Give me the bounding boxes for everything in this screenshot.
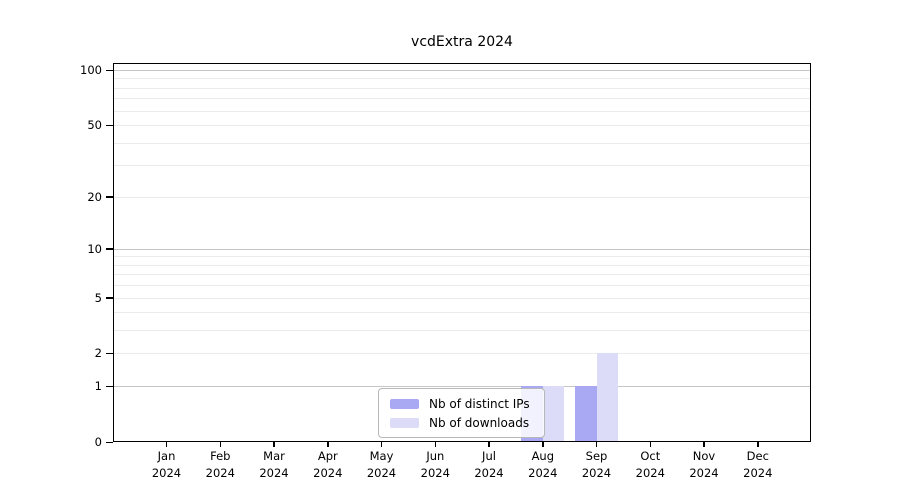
y-tick-label: 20 xyxy=(87,189,102,204)
x-tick-label-oct: Oct 2024 xyxy=(635,449,665,480)
y-tick-mark xyxy=(106,441,113,443)
y-tick-mark xyxy=(106,297,113,299)
x-tick-label-dec: Dec 2024 xyxy=(743,449,773,480)
x-tick-mark xyxy=(542,442,544,447)
gridline-minor xyxy=(113,264,811,266)
x-tick-label-aug: Aug 2024 xyxy=(528,449,558,480)
y-tick-mark xyxy=(106,385,113,388)
gridline-minor xyxy=(113,110,811,112)
x-tick-mark xyxy=(595,442,598,447)
gridline-minor xyxy=(113,196,811,198)
legend-item-distinct-ips: Nb of distinct IPs xyxy=(387,397,536,411)
y-tick-mark xyxy=(106,248,113,250)
x-tick-mark xyxy=(434,442,436,447)
y-tick-label: 0 xyxy=(94,435,102,449)
plot-area: Nb of distinct IPs Nb of downloads xyxy=(113,63,811,442)
gridline-minor xyxy=(113,165,811,167)
x-tick-mark xyxy=(703,442,705,447)
y-tick-mark xyxy=(106,196,113,198)
x-tick-label-jul: Jul 2024 xyxy=(474,449,504,480)
gridline-minor xyxy=(113,274,811,276)
x-tick-mark xyxy=(165,442,168,447)
chart-title: vcdExtra 2024 xyxy=(411,34,513,50)
x-tick-label-nov: Nov 2024 xyxy=(689,449,719,480)
y-tick-label: 1 xyxy=(94,379,102,394)
legend-swatch-distinct-ips xyxy=(390,398,419,409)
x-tick-label-jun: Jun 2024 xyxy=(420,449,450,480)
gridline-minor xyxy=(113,330,811,332)
y-tick-label: 5 xyxy=(94,290,102,305)
x-tick-mark xyxy=(327,442,329,447)
x-tick-label-may: May 2024 xyxy=(366,449,397,480)
x-tick-mark xyxy=(273,442,275,447)
y-tick-label: 50 xyxy=(87,118,102,133)
y-tick-mark xyxy=(106,69,113,71)
x-tick-label-sep: Sep 2024 xyxy=(581,449,612,480)
x-tick-mark xyxy=(757,442,759,447)
gridline-minor xyxy=(113,87,811,89)
x-tick-label-apr: Apr 2024 xyxy=(313,449,343,480)
legend: Nb of distinct IPs Nb of downloads xyxy=(378,388,545,438)
y-tick-label: 2 xyxy=(94,346,102,361)
legend-item-downloads: Nb of downloads xyxy=(387,416,536,430)
x-tick-mark xyxy=(219,442,221,447)
gridline-major xyxy=(113,386,811,388)
x-tick-label-mar: Mar 2024 xyxy=(259,449,289,480)
y-tick-mark xyxy=(106,352,113,355)
x-tick-mark xyxy=(649,442,651,447)
bar-downloads-sep xyxy=(596,353,618,442)
y-tick-mark xyxy=(106,124,113,127)
x-tick-label-jan: Jan 2024 xyxy=(151,449,182,480)
gridline-minor xyxy=(113,125,811,127)
gridline-minor xyxy=(113,98,811,100)
legend-swatch-downloads xyxy=(390,417,419,428)
gridline-major xyxy=(113,70,811,71)
gridline-minor xyxy=(113,142,811,144)
y-tick-label: 10 xyxy=(87,241,102,256)
bar-distinct-ips-sep xyxy=(575,386,597,442)
x-tick-mark xyxy=(488,442,490,447)
gridline-minor xyxy=(113,353,811,355)
gridline-minor xyxy=(113,297,811,299)
x-tick-label-feb: Feb 2024 xyxy=(205,449,235,480)
gridline-minor xyxy=(113,285,811,287)
bar-downloads-aug xyxy=(542,386,565,442)
gridline-major xyxy=(113,248,811,250)
gridline-minor xyxy=(113,312,811,314)
y-tick-label: 100 xyxy=(80,63,102,77)
x-tick-mark xyxy=(380,442,383,447)
legend-label-downloads: Nb of downloads xyxy=(429,415,530,430)
gridline-minor xyxy=(113,78,811,80)
legend-label-distinct-ips: Nb of distinct IPs xyxy=(429,396,530,411)
gridline-minor xyxy=(113,256,811,258)
